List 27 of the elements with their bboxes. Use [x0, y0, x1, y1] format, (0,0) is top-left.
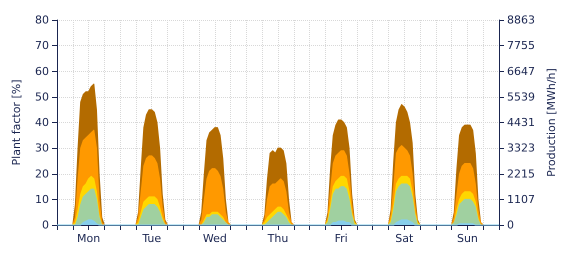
y-tick-label: 80 — [35, 14, 49, 26]
y-axis-title: Plant factor [%] — [10, 80, 23, 166]
y-tick-label: 40 — [35, 116, 49, 129]
y2-tick-label: 4431 — [507, 116, 535, 130]
y-tick-label: 10 — [35, 192, 49, 206]
y-tick-label: 20 — [35, 167, 49, 180]
x-tick-label: Tue — [141, 232, 162, 245]
y-tick-label: 50 — [35, 90, 49, 104]
y2-tick-label: 3323 — [507, 142, 535, 155]
y2-axis-title: Production [MWh/h] — [544, 68, 558, 177]
y-tick-label: 70 — [35, 39, 49, 52]
x-tick-label: Sat — [395, 232, 414, 245]
y-tick-label: 0 — [42, 218, 49, 232]
x-tick-label: Fri — [334, 232, 348, 245]
y2-tick-label: 1107 — [507, 192, 535, 206]
y-tick-label: 60 — [35, 64, 49, 78]
y2-tick-label: 5539 — [507, 90, 535, 104]
y2-tick-label: 8863 — [507, 14, 535, 26]
y2-tick-label: 7755 — [507, 39, 535, 52]
x-tick-label: Wed — [202, 232, 227, 245]
x-tick-label: Mon — [76, 232, 100, 245]
y2-tick-label: 0 — [507, 218, 514, 232]
y-tick-label: 30 — [35, 142, 49, 155]
x-tick-label: Sun — [456, 232, 478, 245]
x-tick-label: Thu — [266, 232, 288, 245]
y2-tick-label: 2215 — [507, 167, 535, 180]
y2-tick-label: 6647 — [507, 64, 535, 78]
